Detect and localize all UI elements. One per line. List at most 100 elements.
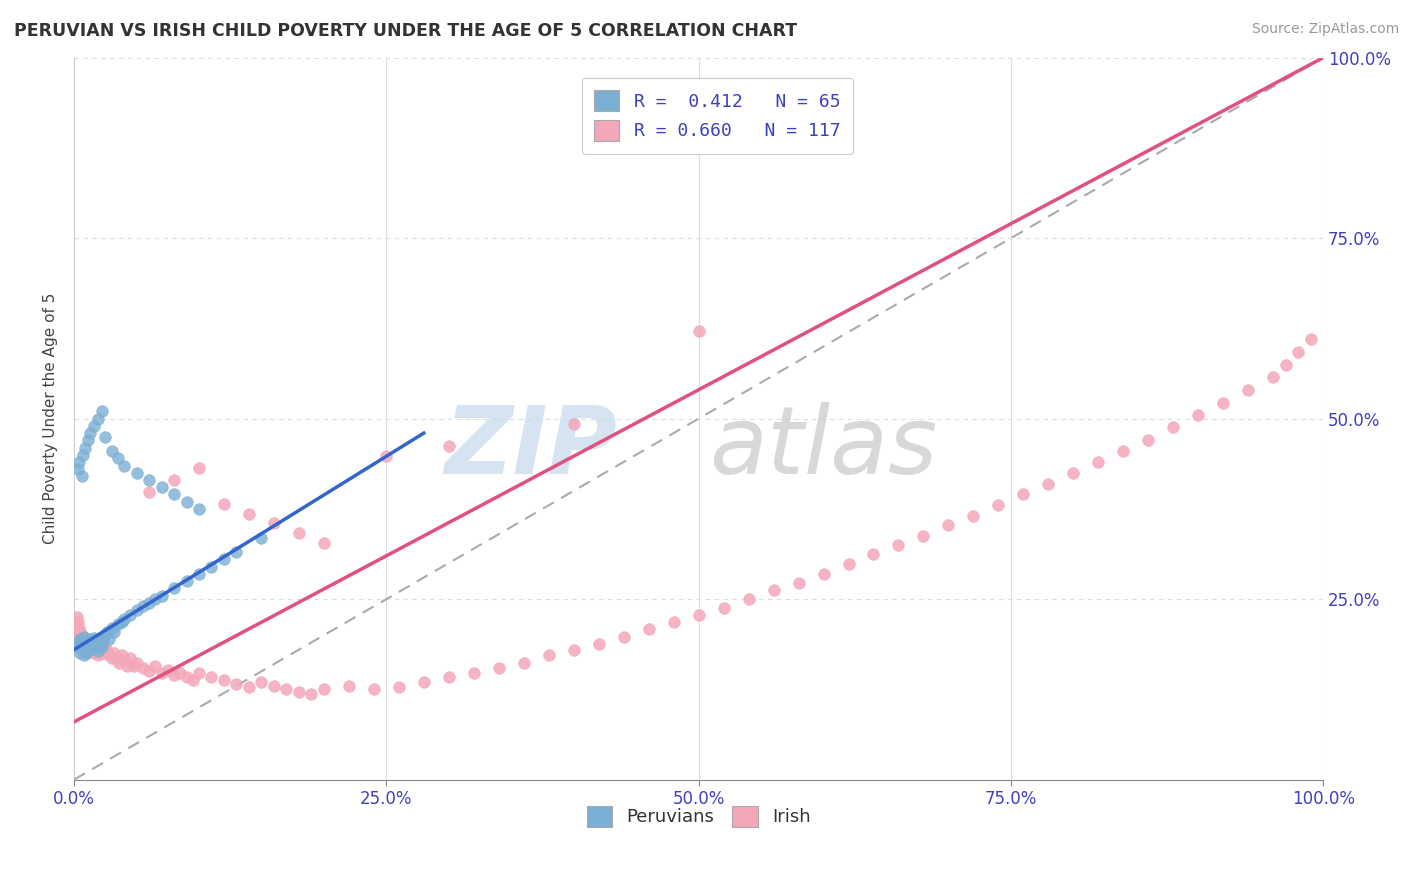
Point [276,682,298,697]
Point [1038,476,1060,491]
Point [176,574,198,588]
Point [98,632,121,646]
Point [103,624,125,639]
Point [87,641,110,656]
Point [65,617,87,632]
Point [125,466,148,480]
Point [138,473,160,487]
Point [225,677,247,691]
Point [1274,358,1296,372]
Point [463,665,485,680]
Point [72,630,94,644]
Point [83,646,105,660]
Text: ZIP: ZIP [444,401,617,493]
Point [163,668,186,682]
Point [138,665,160,679]
Point [90,404,112,418]
Point [69,646,91,660]
Point [110,615,132,630]
Point [938,518,960,533]
Point [83,631,105,645]
Point [150,480,173,494]
Point [288,684,311,698]
Point [66,628,89,642]
Point [987,498,1010,512]
Point [437,670,460,684]
Point [188,665,211,680]
Point [91,631,114,645]
Point [76,634,98,648]
Point [637,623,659,637]
Point [79,632,101,646]
Point [67,621,90,635]
Point [73,648,96,663]
Point [86,643,108,657]
Point [80,637,103,651]
Point [912,528,935,542]
Point [67,632,90,646]
Point [176,670,198,684]
Point [263,679,285,693]
Point [150,665,173,680]
Point [1112,444,1135,458]
Point [76,634,98,648]
Point [79,426,101,441]
Point [87,648,110,663]
Point [66,635,89,649]
Point [488,661,510,675]
Point [108,656,131,670]
Point [125,603,148,617]
Point [87,411,110,425]
Point [688,607,710,622]
Point [1237,383,1260,397]
Point [1212,396,1234,410]
Point [737,592,759,607]
Point [75,643,97,657]
Point [125,656,148,670]
Point [212,673,235,687]
Point [163,487,186,501]
Point [112,612,135,626]
Point [83,418,105,433]
Point [143,658,166,673]
Point [143,592,166,607]
Point [79,644,101,658]
Point [250,675,273,690]
Point [122,658,145,673]
Point [762,583,785,598]
Point [562,417,585,432]
Point [87,644,110,658]
Point [76,645,98,659]
Point [96,624,118,639]
Point [200,559,222,574]
Point [65,639,87,653]
Point [103,646,125,660]
Point [188,502,211,516]
Point [72,448,94,462]
Point [1286,345,1309,359]
Point [250,531,273,545]
Point [67,455,90,469]
Point [588,637,610,651]
Point [299,688,322,702]
Text: PERUVIAN VS IRISH CHILD POVERTY UNDER THE AGE OF 5 CORRELATION CHART: PERUVIAN VS IRISH CHILD POVERTY UNDER TH… [14,22,797,40]
Point [76,646,98,660]
Point [562,642,585,657]
Point [156,663,179,677]
Point [90,640,112,655]
Point [169,665,191,680]
Point [132,661,155,675]
Point [72,639,94,653]
Point [65,610,87,624]
Text: Source: ZipAtlas.com: Source: ZipAtlas.com [1251,22,1399,37]
Point [89,638,111,652]
Point [76,642,98,657]
Point [69,624,91,639]
Point [887,538,910,552]
Point [163,582,186,596]
Point [75,634,97,648]
Point [212,552,235,566]
Point [662,615,685,630]
Point [76,637,98,651]
Point [312,536,335,550]
